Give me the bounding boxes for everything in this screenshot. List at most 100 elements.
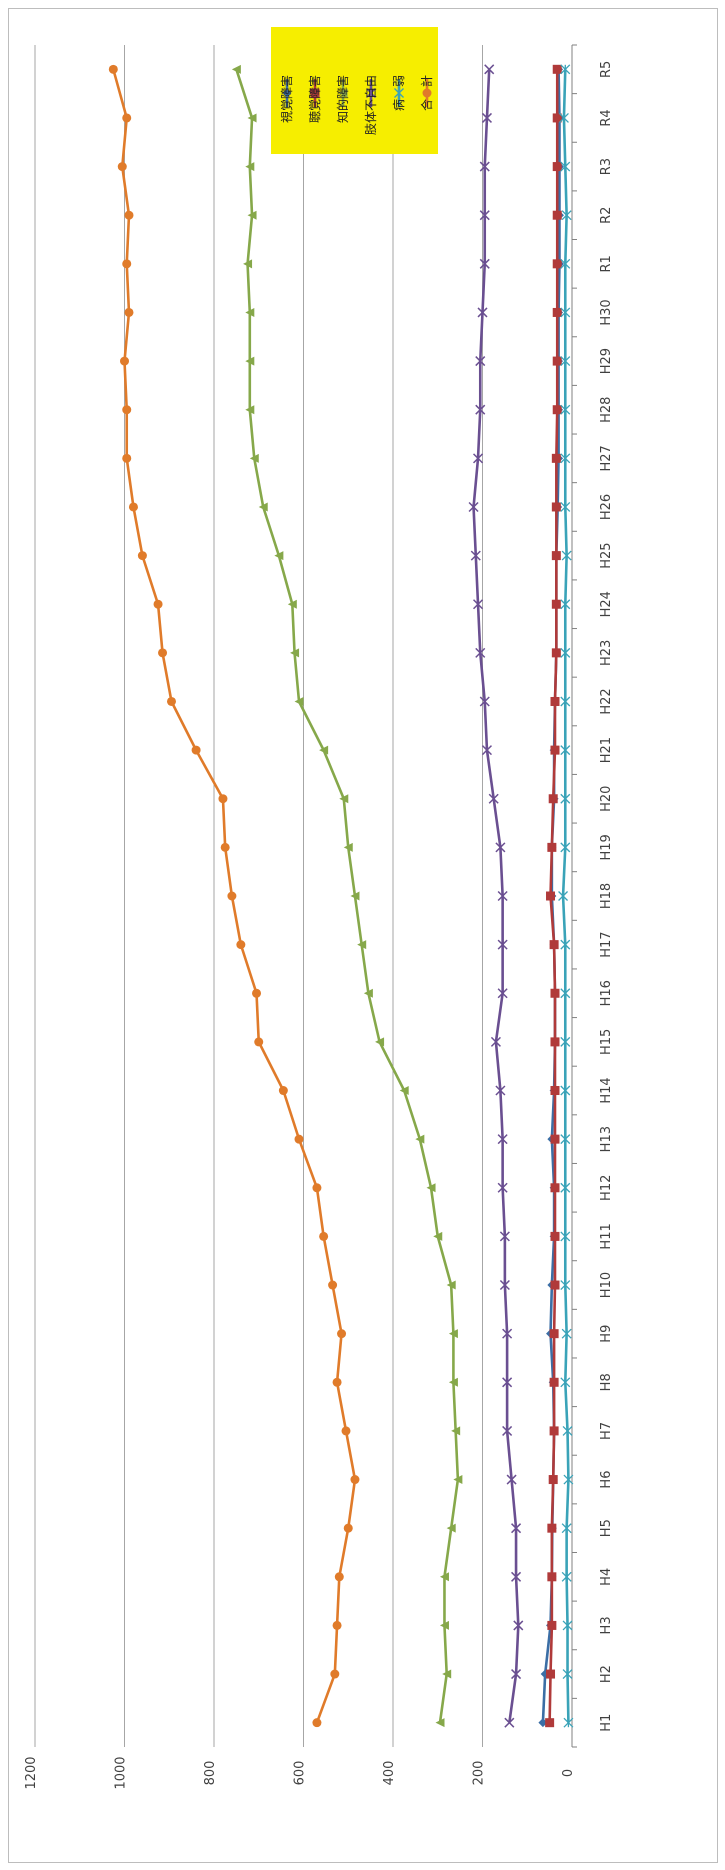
data-point bbox=[560, 745, 571, 756]
category-tick-label: H1 bbox=[599, 1714, 614, 1732]
data-point bbox=[550, 1280, 560, 1290]
data-point bbox=[166, 696, 176, 706]
data-point bbox=[552, 162, 562, 172]
data-point bbox=[287, 599, 297, 609]
data-point bbox=[560, 1231, 571, 1242]
data-point bbox=[468, 501, 479, 513]
category-tick-label: H20 bbox=[599, 786, 614, 812]
data-point bbox=[475, 647, 486, 658]
data-point bbox=[332, 1377, 342, 1387]
data-point bbox=[552, 113, 562, 123]
data-point bbox=[330, 1669, 340, 1679]
data-point bbox=[545, 1718, 555, 1728]
data-point bbox=[550, 1231, 560, 1241]
data-point bbox=[328, 1280, 338, 1290]
category-tick-label: R3 bbox=[599, 158, 614, 175]
data-point bbox=[547, 842, 557, 852]
data-point bbox=[108, 64, 118, 74]
data-point bbox=[448, 1377, 458, 1387]
data-point bbox=[497, 939, 508, 950]
data-point bbox=[561, 1328, 572, 1339]
value-tick-label: 0 bbox=[561, 1769, 576, 1777]
legend-swatch-marker bbox=[422, 88, 432, 98]
data-point bbox=[511, 1523, 522, 1534]
data-point bbox=[495, 1085, 506, 1096]
data-point bbox=[294, 696, 304, 706]
data-point bbox=[332, 1620, 342, 1630]
data-point bbox=[451, 1426, 461, 1436]
data-point bbox=[506, 1474, 517, 1485]
data-point bbox=[511, 1571, 522, 1582]
category-tick-label: H24 bbox=[599, 591, 614, 617]
data-point bbox=[350, 891, 360, 901]
category-tick-label: H12 bbox=[599, 1175, 614, 1201]
legend-box bbox=[271, 27, 438, 154]
data-point bbox=[563, 1474, 574, 1485]
series-line-4 bbox=[472, 69, 520, 1723]
data-point bbox=[343, 1523, 353, 1533]
data-point bbox=[479, 696, 490, 707]
data-point bbox=[488, 793, 499, 804]
data-point bbox=[550, 696, 560, 706]
data-point bbox=[562, 1425, 573, 1436]
data-point bbox=[552, 356, 562, 366]
data-point bbox=[560, 1280, 571, 1290]
legend-swatch-marker bbox=[365, 87, 377, 99]
data-point bbox=[561, 210, 572, 221]
category-tick-label: H5 bbox=[599, 1519, 614, 1537]
data-point bbox=[560, 1036, 571, 1047]
data-point bbox=[243, 259, 253, 269]
category-tick-label: H8 bbox=[599, 1373, 614, 1391]
data-point bbox=[560, 258, 571, 269]
data-point bbox=[415, 1134, 425, 1144]
category-tick-label: H3 bbox=[599, 1616, 614, 1634]
data-point bbox=[446, 1523, 456, 1533]
data-point bbox=[245, 405, 255, 415]
data-point bbox=[549, 1426, 559, 1436]
data-point bbox=[475, 356, 486, 367]
legend-swatch-marker bbox=[282, 88, 292, 98]
legend-label: 病 弱 bbox=[391, 75, 406, 111]
data-point bbox=[560, 356, 571, 367]
data-point bbox=[502, 1377, 513, 1388]
data-point bbox=[120, 356, 129, 366]
category-tick-label: H17 bbox=[599, 931, 614, 957]
data-point bbox=[363, 988, 373, 998]
data-point bbox=[158, 648, 168, 658]
data-point bbox=[470, 550, 481, 561]
data-point bbox=[252, 988, 262, 998]
data-point bbox=[448, 1329, 458, 1339]
data-point bbox=[117, 162, 127, 172]
data-point bbox=[560, 793, 571, 804]
data-point bbox=[560, 1085, 571, 1096]
data-point bbox=[472, 453, 484, 464]
category-tick-label: R5 bbox=[599, 61, 614, 78]
legend-label: 視覚障害 bbox=[279, 75, 294, 123]
data-point bbox=[439, 1620, 449, 1630]
data-point bbox=[254, 1037, 264, 1047]
data-point bbox=[312, 1718, 322, 1728]
data-point bbox=[245, 307, 255, 317]
data-point bbox=[128, 502, 138, 512]
category-tick-label: H4 bbox=[599, 1568, 614, 1586]
data-point bbox=[560, 307, 571, 318]
data-point bbox=[550, 1134, 560, 1144]
data-point bbox=[560, 502, 571, 512]
data-point bbox=[479, 258, 490, 269]
data-point bbox=[435, 1718, 445, 1728]
data-point bbox=[497, 988, 508, 999]
data-point bbox=[278, 1086, 288, 1096]
data-point bbox=[218, 794, 228, 804]
data-point bbox=[290, 648, 300, 658]
data-point bbox=[552, 259, 562, 269]
line-chart: 0 200 400 600 800 1000 1200 H1 H2 H3 H4 H5 H6 H7 H8 H9 H… bbox=[24, 27, 614, 1790]
data-point bbox=[227, 891, 237, 901]
data-point bbox=[560, 1182, 571, 1193]
data-point bbox=[433, 1231, 443, 1241]
data-point bbox=[490, 1036, 501, 1047]
data-point bbox=[334, 1572, 344, 1582]
category-tick-label: H10 bbox=[599, 1272, 614, 1298]
category-tick-label: H27 bbox=[599, 445, 614, 471]
data-point bbox=[479, 161, 490, 172]
data-point bbox=[442, 1669, 452, 1679]
